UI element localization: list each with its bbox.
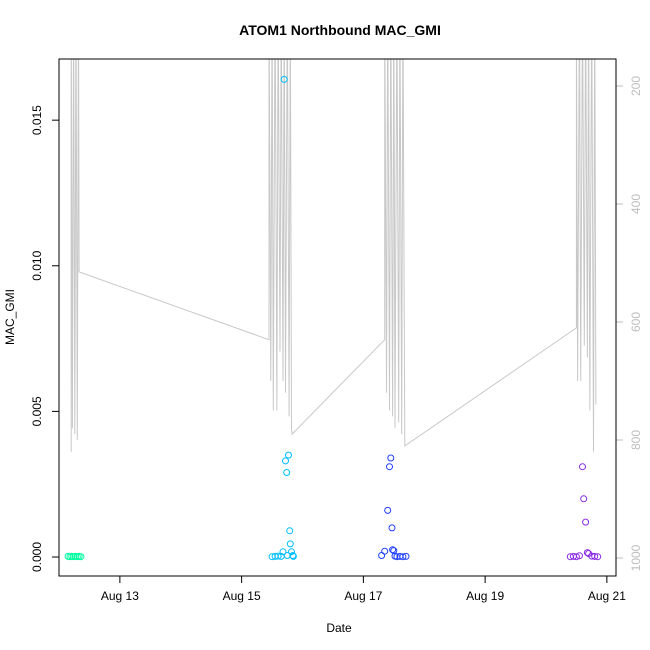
data-point (283, 469, 291, 476)
data-point (583, 549, 591, 557)
data-point (594, 553, 602, 561)
chart-title: ATOM1 Northbound MAC_GMI (239, 22, 441, 38)
right-tick-label: 800 (629, 430, 643, 450)
data-point (386, 463, 393, 471)
data-point (378, 552, 386, 559)
data-point (572, 553, 580, 561)
axes-layer: Aug 13 Aug 15 Aug 17 Aug 19 Aug 21 0.000 0.005… (30, 76, 643, 603)
data-point (286, 540, 294, 548)
data-point (399, 553, 407, 561)
data-point (280, 75, 288, 83)
data-point (387, 454, 395, 462)
right-tick-label: 400 (629, 194, 643, 214)
data-point (279, 548, 287, 556)
data-point (388, 524, 396, 532)
data-point (576, 552, 583, 560)
x-tick-label: Aug 17 (344, 589, 382, 603)
data-point (282, 457, 289, 465)
data-point (389, 546, 397, 554)
data-point (579, 463, 586, 471)
data-point (384, 506, 392, 514)
line-series-layer (70, 59, 597, 452)
y-tick-label: 0.010 (30, 250, 44, 280)
y-tick-label: 0.000 (30, 542, 44, 572)
data-point (580, 495, 588, 503)
data-point (381, 547, 389, 555)
data-point (285, 451, 292, 459)
right-tick-label: 1000 (629, 544, 643, 571)
line-series (70, 59, 597, 452)
x-tick-label: Aug 13 (101, 589, 139, 603)
data-point (274, 552, 282, 560)
data-point (286, 527, 294, 535)
data-point (289, 552, 297, 560)
right-tick-label: 600 (629, 312, 643, 332)
data-point (77, 553, 85, 561)
data-point (288, 548, 295, 556)
data-point (591, 552, 599, 560)
x-tick-label: Aug 19 (466, 589, 504, 603)
y-axis-label: MAC_GMI (3, 289, 17, 345)
plot-frame (58, 58, 617, 577)
x-tick-label: Aug 21 (588, 589, 626, 603)
points-layer (64, 75, 602, 561)
right-tick-label: 200 (629, 76, 643, 96)
x-tick-label: Aug 15 (223, 589, 261, 603)
y-tick-label: 0.005 (30, 396, 44, 426)
data-point (582, 518, 590, 526)
data-point (402, 552, 410, 560)
y-tick-label: 0.015 (30, 105, 44, 135)
x-axis-label: Date (326, 621, 352, 635)
